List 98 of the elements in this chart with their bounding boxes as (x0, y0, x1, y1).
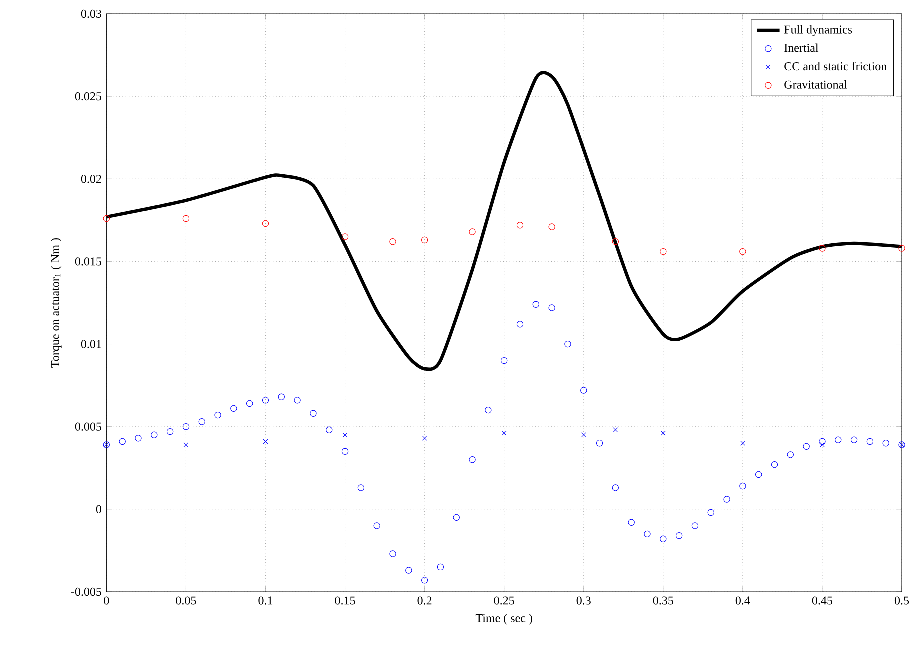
point (151, 432, 158, 438)
point (660, 536, 667, 542)
point (740, 248, 746, 256)
point (374, 522, 380, 530)
point (756, 471, 762, 478)
point (278, 394, 285, 400)
x-axis-title: Time ( sec ) (476, 614, 532, 625)
point (532, 301, 540, 308)
point (390, 238, 396, 246)
point (612, 484, 620, 492)
point (548, 304, 556, 312)
point (708, 509, 714, 516)
point (342, 432, 348, 438)
point (740, 482, 746, 490)
point (262, 220, 270, 228)
point (898, 245, 906, 252)
x-tick-label: 0.45 (812, 596, 833, 605)
point (166, 428, 174, 436)
y-tick-label: 0.025 (75, 92, 102, 101)
x-tick-label: 0.4 (736, 596, 750, 605)
point (469, 456, 476, 464)
point (502, 431, 507, 436)
point (613, 428, 618, 433)
point (676, 532, 683, 540)
point (246, 400, 254, 408)
point (516, 321, 524, 328)
point (866, 438, 874, 446)
point (612, 238, 620, 246)
point (119, 438, 126, 446)
point (580, 387, 588, 394)
point (262, 397, 270, 404)
point (740, 440, 746, 446)
legend-label: CC and static friction (784, 62, 887, 71)
x-tick-label: 0.1 (258, 596, 273, 605)
point (326, 426, 333, 434)
point (422, 436, 428, 441)
point (581, 432, 586, 438)
legend-label: Gravitational (784, 80, 848, 89)
point (692, 522, 699, 530)
y-tick-label: 0.005 (75, 422, 102, 431)
x-tick-label: 0.35 (653, 596, 674, 605)
x-tick-label: 0.05 (176, 596, 196, 605)
point (182, 424, 190, 430)
legend-label: Full dynamics (784, 25, 852, 36)
point (850, 436, 858, 444)
x-tick-label: 0.2 (418, 596, 432, 605)
point (421, 577, 428, 584)
y-tick-label: 0.015 (75, 258, 102, 266)
point (787, 452, 794, 458)
point (644, 530, 651, 538)
point (819, 245, 826, 252)
point (453, 514, 460, 522)
point (485, 406, 492, 414)
point (548, 224, 556, 230)
point (390, 550, 396, 558)
y-axis-title: Torque on actuator$_{1}$ ( Nm ) (50, 238, 62, 368)
point (835, 436, 842, 444)
point (596, 440, 604, 447)
point (437, 564, 444, 571)
point (342, 234, 349, 240)
x-tick-label: 0.15 (335, 596, 356, 605)
point (263, 439, 268, 444)
point (819, 438, 826, 446)
point (516, 222, 524, 229)
point (182, 215, 190, 222)
x-tick-label: 0.5 (894, 596, 910, 605)
point (882, 440, 890, 447)
point (724, 496, 730, 503)
point (421, 236, 428, 244)
point (310, 410, 317, 417)
point (406, 567, 412, 574)
point (135, 435, 142, 442)
point (198, 418, 206, 426)
point (564, 340, 572, 348)
y-tick-label: 0.01 (81, 340, 102, 348)
x-tick-label: 0.3 (576, 596, 591, 605)
point (660, 431, 666, 436)
point (469, 228, 476, 236)
point (294, 397, 301, 404)
y-tick-label: 0.02 (81, 175, 102, 184)
y-tick-label: -0.005 (71, 588, 102, 596)
point (501, 357, 508, 364)
y-tick-label: 0 (96, 505, 102, 514)
y-tick-label: 0.03 (81, 10, 102, 18)
point (628, 519, 635, 526)
point (803, 443, 810, 450)
point (342, 448, 349, 455)
point (103, 215, 110, 222)
x-tick-label: 0 (104, 596, 110, 605)
point (214, 412, 222, 419)
x-tick-label: 0.25 (494, 596, 514, 605)
point (358, 484, 365, 492)
point (771, 461, 778, 468)
legend-label: Inertial (784, 44, 819, 52)
point (230, 405, 238, 412)
point (820, 442, 825, 448)
point (184, 442, 189, 448)
point (660, 248, 667, 256)
